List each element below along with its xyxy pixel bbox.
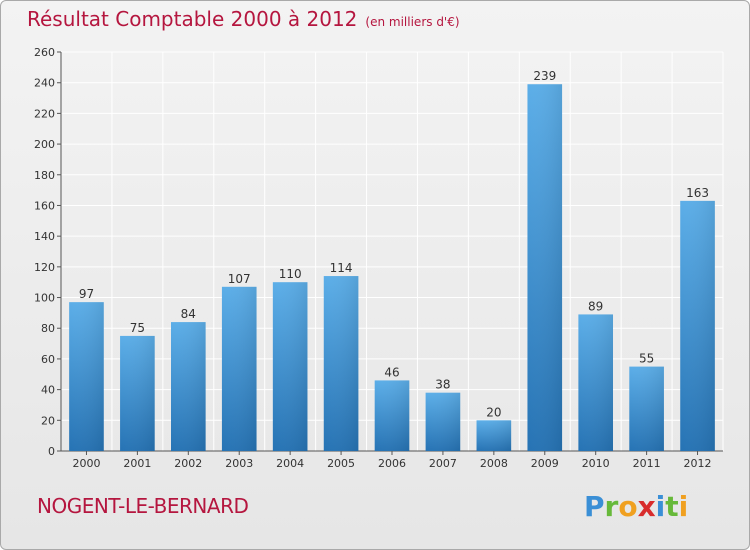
data-label: 46 bbox=[384, 365, 399, 379]
bar-shade bbox=[323, 276, 359, 451]
bar-shade bbox=[476, 420, 512, 451]
data-label: 20 bbox=[486, 405, 501, 419]
data-label: 239 bbox=[533, 69, 556, 83]
logo-letter: r bbox=[604, 490, 619, 523]
logo-letter: i bbox=[678, 490, 689, 523]
data-label: 89 bbox=[588, 299, 603, 313]
logo-letter: o bbox=[618, 490, 638, 523]
y-tick-label: 120 bbox=[34, 261, 55, 274]
bar-shade bbox=[578, 314, 614, 451]
data-label: 75 bbox=[130, 321, 145, 335]
data-label: 110 bbox=[279, 267, 302, 281]
data-label: 55 bbox=[639, 352, 654, 366]
logo-letter: i bbox=[655, 490, 666, 523]
x-tick-label: 2005 bbox=[327, 457, 355, 470]
y-tick-label: 40 bbox=[41, 384, 55, 397]
data-label: 114 bbox=[330, 261, 353, 275]
y-tick-label: 140 bbox=[34, 230, 55, 243]
title-text: Résultat Comptable 2000 à 2012 bbox=[27, 7, 358, 31]
data-label: 163 bbox=[686, 186, 709, 200]
logo-letter: P bbox=[584, 490, 605, 523]
x-tick-label: 2011 bbox=[633, 457, 661, 470]
x-tick-label: 2006 bbox=[378, 457, 406, 470]
bar-shade bbox=[221, 286, 257, 451]
x-tick-label: 2009 bbox=[531, 457, 559, 470]
chart-title: Résultat Comptable 2000 à 2012 (en millie… bbox=[27, 7, 460, 31]
proxiti-logo: Proxiti bbox=[584, 490, 688, 523]
x-tick-label: 2002 bbox=[174, 457, 202, 470]
logo-letter: t bbox=[665, 490, 679, 523]
y-tick-label: 100 bbox=[34, 292, 55, 305]
y-tick-label: 20 bbox=[41, 414, 55, 427]
x-tick-label: 2000 bbox=[72, 457, 100, 470]
x-tick-label: 2003 bbox=[225, 457, 253, 470]
x-tick-label: 2010 bbox=[582, 457, 610, 470]
bar-shade bbox=[374, 380, 410, 451]
bar-shade bbox=[425, 392, 461, 451]
y-tick-label: 240 bbox=[34, 77, 55, 90]
place-name: NOGENT-LE-BERNARD bbox=[37, 494, 249, 518]
bar-shade bbox=[272, 282, 308, 451]
bar-shade bbox=[527, 84, 563, 451]
data-label: 84 bbox=[181, 307, 196, 321]
x-tick-label: 2004 bbox=[276, 457, 304, 470]
title-unit: (en milliers d'€) bbox=[365, 15, 460, 29]
x-tick-label: 2008 bbox=[480, 457, 508, 470]
bar-shade bbox=[629, 366, 664, 451]
y-tick-label: 0 bbox=[48, 445, 55, 458]
y-tick-label: 80 bbox=[41, 322, 55, 335]
data-label: 107 bbox=[228, 272, 251, 286]
y-tick-label: 220 bbox=[34, 107, 55, 120]
y-tick-label: 180 bbox=[34, 169, 55, 182]
x-tick-label: 2007 bbox=[429, 457, 457, 470]
y-tick-label: 200 bbox=[34, 138, 55, 151]
bar-shade bbox=[69, 302, 104, 451]
x-tick-label: 2001 bbox=[123, 457, 151, 470]
x-tick-label: 2012 bbox=[684, 457, 712, 470]
y-tick-label: 60 bbox=[41, 353, 55, 366]
data-label: 97 bbox=[79, 287, 94, 301]
bar-shade bbox=[120, 335, 155, 451]
logo-letter: x bbox=[637, 490, 656, 523]
bar-shade bbox=[170, 322, 206, 451]
y-tick-label: 160 bbox=[34, 199, 55, 212]
data-label: 38 bbox=[435, 378, 450, 392]
y-tick-label: 260 bbox=[34, 46, 55, 59]
bar-shade bbox=[680, 200, 715, 451]
